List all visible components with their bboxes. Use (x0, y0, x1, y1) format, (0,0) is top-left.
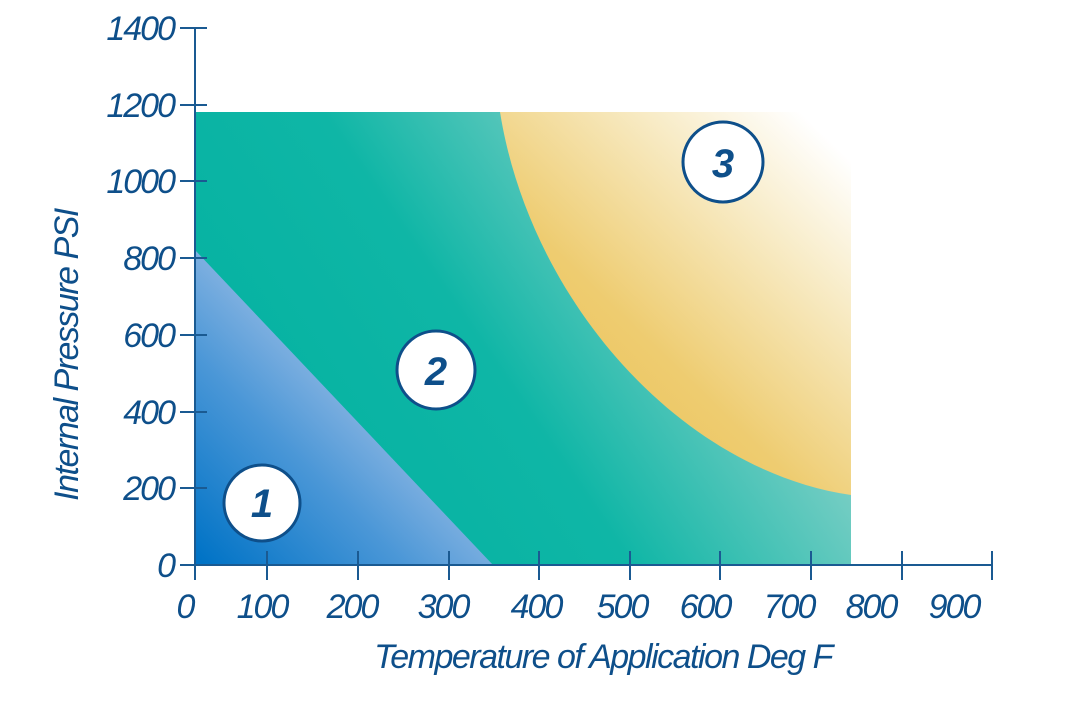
x-tick-800: 800 (846, 588, 899, 626)
x-tick-300: 300 (418, 588, 471, 626)
y-tick-200: 200 (122, 470, 176, 508)
x-tick-100: 100 (237, 588, 290, 626)
x-tick-0: 0 (177, 588, 196, 626)
y-axis-title: Internal Pressure PSI (48, 207, 86, 501)
x-tick-500: 500 (597, 588, 650, 626)
x-tick-labels: 0 100 200 300 400 500 600 700 800 900 (177, 588, 984, 626)
y-tick-labels: 1400 1200 1000 800 600 400 200 0 (106, 10, 178, 585)
y-tick-1200: 1200 (106, 87, 176, 125)
zone-3-area (500, 112, 851, 495)
y-tick-1400: 1400 (106, 10, 176, 48)
x-tick-600: 600 (680, 588, 733, 626)
y-tick-600: 600 (123, 317, 176, 355)
x-tick-200: 200 (326, 588, 380, 626)
y-tick-400: 400 (123, 394, 176, 432)
zone-3-marker: 3 (681, 120, 765, 204)
x-tick-400: 400 (511, 588, 564, 626)
y-tick-1000: 1000 (106, 163, 176, 201)
x-axis (180, 551, 993, 580)
x-tick-900: 900 (929, 588, 982, 626)
y-tick-800: 800 (123, 240, 176, 278)
zone-3-label: 3 (712, 142, 734, 186)
zone-1-marker: 1 (222, 463, 302, 543)
x-axis-title: Temperature of Application Deg F (374, 638, 836, 676)
zone-1-label: 1 (251, 482, 273, 526)
zone-2-marker: 2 (395, 329, 477, 411)
zone-2-label: 2 (424, 350, 447, 394)
y-tick-0: 0 (157, 547, 176, 585)
x-tick-700: 700 (764, 588, 817, 626)
